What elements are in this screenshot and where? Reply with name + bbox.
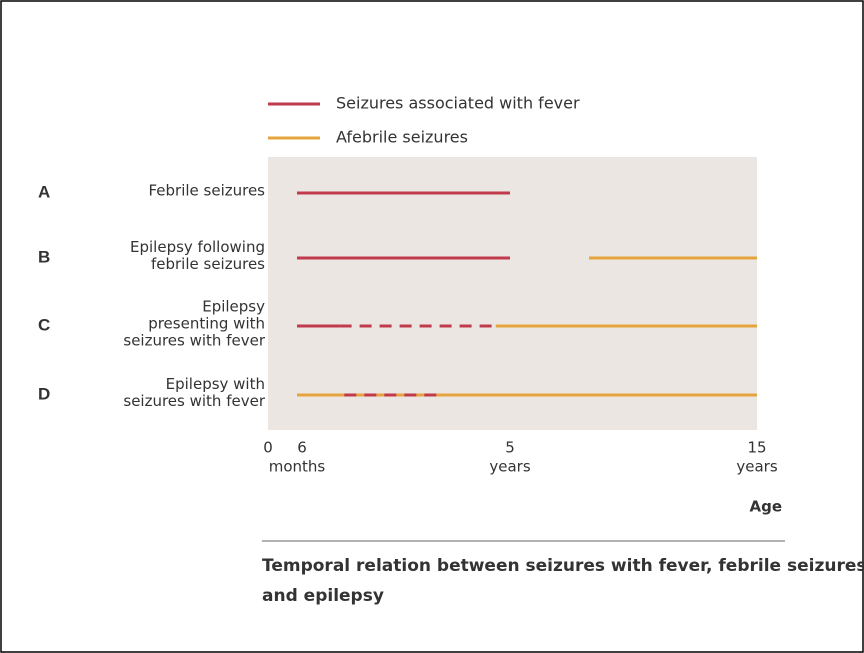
x-tick-label: years xyxy=(736,458,777,476)
row-label: Febrile seizures xyxy=(148,182,265,200)
x-tick-label: 0 xyxy=(263,439,273,457)
caption: Temporal relation between seizures with … xyxy=(262,556,864,576)
legend-label: Afebrile seizures xyxy=(336,128,468,147)
row-label: seizures with fever xyxy=(123,392,265,410)
x-axis-label: Age xyxy=(749,498,782,516)
row-letter: D xyxy=(38,384,50,403)
row-label: seizures with fever xyxy=(123,332,265,350)
x-tick-label: months xyxy=(269,458,326,476)
row-letter: C xyxy=(38,315,50,334)
x-tick-label: years xyxy=(489,458,530,476)
caption: and epilepsy xyxy=(262,586,384,606)
row-label: Epilepsy following xyxy=(130,238,265,256)
x-tick-label: 15 xyxy=(747,439,766,457)
row-label: Epilepsy with xyxy=(166,375,265,393)
x-tick-label: 5 xyxy=(505,439,515,457)
plot-background xyxy=(268,157,757,430)
row-letter: B xyxy=(38,247,50,266)
row-label: Epilepsy xyxy=(202,298,265,316)
row-letter: A xyxy=(38,182,50,201)
legend-label: Seizures associated with fever xyxy=(336,94,580,113)
row-label: presenting with xyxy=(148,315,265,333)
row-label: febrile seizures xyxy=(151,255,265,273)
x-tick-label: 6 xyxy=(297,439,307,457)
